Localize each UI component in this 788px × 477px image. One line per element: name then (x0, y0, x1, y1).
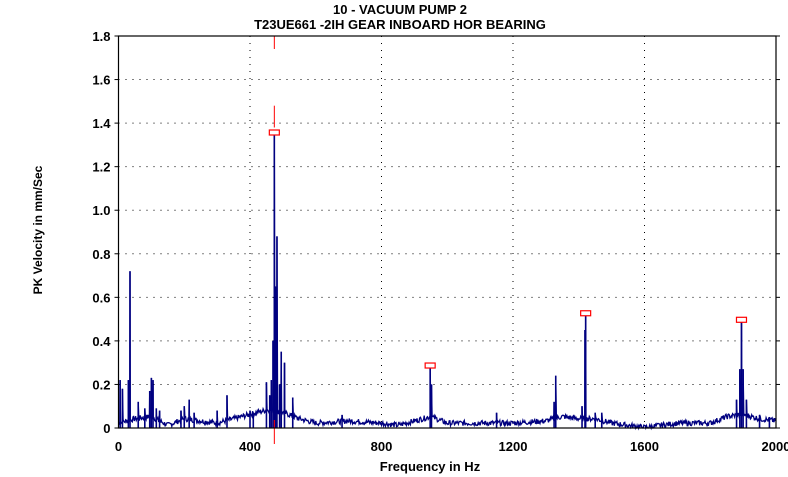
x-tick-label: 800 (371, 439, 393, 454)
plot-frame (117, 35, 777, 429)
peak-marker (424, 362, 436, 369)
y-tick-label: 0.2 (92, 377, 110, 392)
y-tick-label: 1.8 (92, 29, 110, 44)
x-axis-label: Frequency in Hz (380, 459, 481, 474)
y-tick-label: 1.0 (92, 203, 110, 218)
y-tick-label: 0.6 (92, 290, 110, 305)
y-tick-label: 1.6 (92, 73, 110, 88)
y-tick-label: 0 (103, 421, 110, 436)
chart-subtitle: T23UE661 -2IH GEAR INBOARD HOR BEARING (254, 17, 546, 32)
y-tick-label: 1.2 (92, 160, 110, 175)
spectrum-series (118, 133, 777, 431)
x-tick-label: 2000 (762, 439, 788, 454)
chart-title: 10 - VACUUM PUMP 2 (333, 2, 467, 17)
peak-marker (580, 310, 592, 317)
spectrum-line (118, 133, 777, 431)
x-tick-label: 400 (239, 439, 261, 454)
y-tick-label: 1.4 (92, 116, 111, 131)
y-tick-label: 0.8 (92, 247, 110, 262)
axes: 0 0.2 0.4 0.6 0.8 1.0 1.2 1.4 1.6 1.8 0 400 800 1200 1… (92, 29, 788, 454)
peak-marker (735, 316, 748, 323)
y-tick-label: 0.4 (92, 334, 111, 349)
peak-marker (268, 129, 280, 136)
x-tick-label: 0 (115, 439, 122, 454)
grid (118, 36, 776, 428)
y-axis-label: PK Velocity in mm/Sec (31, 165, 45, 294)
x-tick-label: 1200 (499, 439, 528, 454)
peak-markers (268, 36, 748, 444)
x-tick-label: 1600 (630, 439, 659, 454)
